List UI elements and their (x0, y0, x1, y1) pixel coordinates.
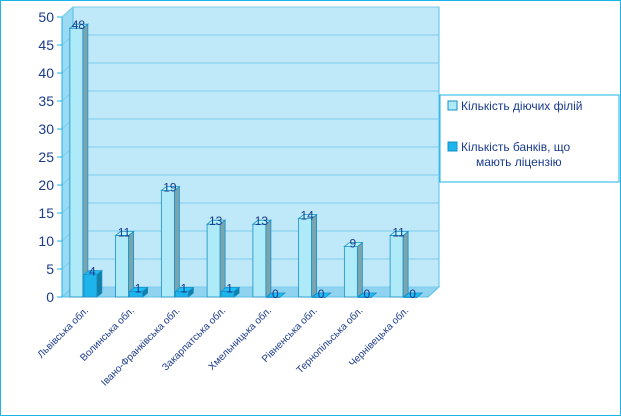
bar-top-0-5 (297, 214, 318, 220)
data-label-0-2: 19 (163, 181, 177, 195)
bar-0-2 (160, 185, 181, 298)
bar-top-1-3 (219, 286, 241, 292)
bar-front-0-4 (252, 223, 267, 298)
y-tick-label-6: 30 (38, 121, 54, 137)
y-tick-label-4: 20 (38, 177, 54, 193)
data-label-0-6: 9 (350, 237, 357, 251)
bar-front-0-7 (389, 234, 404, 298)
bar-top-0-3 (205, 219, 227, 225)
bar-side-0-5 (311, 213, 318, 298)
bar-side-0-6 (356, 241, 363, 298)
legend-label-0-0: Кількість діючих філій (461, 99, 583, 113)
data-label-0-3: 13 (209, 214, 223, 228)
data-label-0-4: 13 (255, 214, 269, 228)
bar-0-1 (114, 230, 135, 298)
data-label-1-6: 0 (364, 287, 371, 301)
bar-top-1-5 (311, 292, 332, 298)
y-tick-label-9: 45 (38, 37, 54, 53)
data-label-1-0: 4 (89, 265, 96, 279)
bar-front-0-0 (69, 27, 84, 298)
bar-top-1-0 (82, 270, 104, 276)
bar-side-0-1 (128, 230, 135, 298)
y-tick-label-2: 10 (38, 233, 54, 249)
bar-0-0 (68, 23, 90, 298)
bar-top-0-4 (251, 219, 273, 225)
data-label-1-4: 0 (272, 287, 279, 301)
data-label-1-2: 1 (181, 281, 188, 295)
bar-top-0-2 (160, 186, 181, 192)
data-label-0-5: 14 (300, 209, 314, 223)
legend-swatch-0 (447, 100, 458, 111)
bar-front-0-2 (160, 190, 175, 298)
bar-top-0-0 (68, 23, 90, 29)
bar-1-5 (311, 292, 332, 298)
bar-top-0-1 (114, 230, 135, 236)
data-label-0-1: 11 (118, 225, 131, 239)
bar-0-3 (205, 219, 227, 298)
bar-top-1-1 (128, 286, 149, 292)
y-tick-label-1: 5 (46, 261, 54, 277)
bar-top-0-7 (388, 230, 410, 236)
bar-0-6 (343, 241, 364, 298)
y-tick-label-7: 35 (38, 93, 54, 109)
y-tick-label-0: 0 (46, 289, 54, 305)
data-label-1-3: 1 (226, 281, 233, 295)
bar-front-0-1 (115, 234, 130, 298)
y-tick-label-8: 40 (38, 65, 54, 81)
legend-swatch-1 (447, 141, 458, 152)
data-label-0-0: 48 (72, 18, 86, 32)
bar-side-1-0 (96, 269, 103, 298)
legend-label-1-0: Кількість банків, що (461, 140, 571, 154)
gridline-10 (61, 6, 439, 18)
legend-label-1-1: мають ліцензію (476, 155, 562, 169)
bar-top-0-6 (343, 242, 364, 248)
bar-1-6 (357, 292, 378, 298)
bar-0-5 (297, 213, 318, 298)
legend-box (439, 94, 620, 183)
bar-front-0-3 (206, 223, 221, 298)
bar-top-1-2 (174, 286, 195, 292)
bar-side-0-4 (265, 219, 272, 298)
bar-side-0-3 (219, 219, 226, 298)
bar-1-7 (402, 292, 424, 298)
data-label-1-1: 1 (135, 281, 142, 295)
bar-1-2 (174, 286, 195, 298)
bar-1-1 (128, 286, 149, 298)
bar-front-0-5 (298, 218, 313, 298)
bar-1-0 (82, 269, 104, 298)
bar-1-4 (265, 292, 287, 298)
data-label-1-5: 0 (318, 287, 325, 301)
bar-front-0-6 (343, 246, 358, 298)
y-tick-label-5: 25 (38, 149, 54, 165)
bar-top-1-7 (402, 292, 424, 298)
bar-side-0-0 (82, 23, 89, 298)
bar-top-1-6 (357, 292, 378, 298)
y-tick-label-10: 50 (38, 9, 54, 25)
bar-0-4 (251, 219, 273, 298)
data-label-0-7: 11 (392, 225, 405, 239)
bar-side-0-7 (402, 230, 409, 298)
data-label-1-7: 0 (409, 287, 416, 301)
bar-1-3 (219, 286, 241, 298)
bar-side-0-2 (173, 185, 180, 298)
bar-top-1-4 (265, 292, 287, 298)
bar-0-7 (388, 230, 410, 298)
y-tick-label-3: 15 (38, 205, 54, 221)
